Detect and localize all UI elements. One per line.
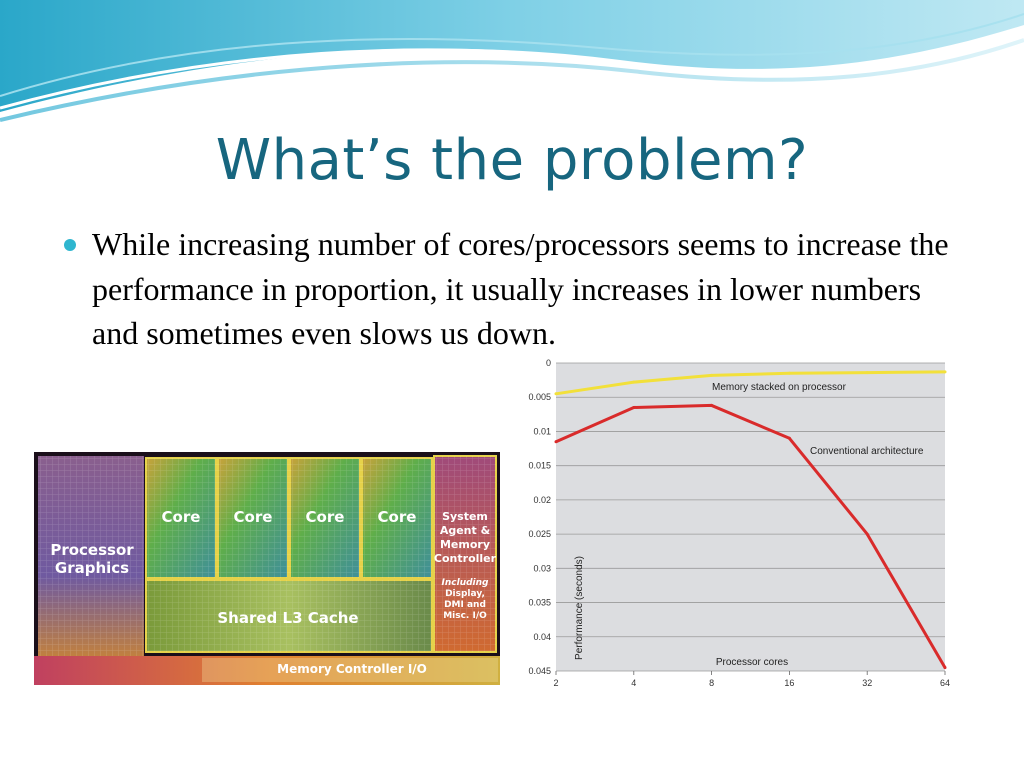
chart-series-label-2: Conventional architecture [810,446,924,457]
chart-x-tick-label: 2 [553,678,558,688]
chart-point [632,405,636,409]
bullet-text: While increasing number of cores/process… [92,226,949,351]
die-label-system-1: System [442,510,488,523]
chart-point [554,392,558,396]
die-note-1: Including [442,578,490,588]
chart-point [787,436,791,440]
chart-series-line-1 [555,370,946,396]
chart-y-tick-label: 0.005 [528,392,551,402]
chart-x-axis-label: Processor cores [716,657,788,668]
performance-chart-panel: 0 0.005 0.01 0.015 0.02 0.025 0.03 0.035 0.04 0.0… [512,356,960,718]
chart-series-label-1: Memory stacked on processor [712,382,847,393]
chart-y-tick-label: 0.025 [528,529,551,539]
chart-x-tick-label: 16 [784,678,794,688]
performance-chart: 0 0.005 0.01 0.015 0.02 0.025 0.03 0.035 0.04 0.0… [528,358,950,688]
die-label-system-4: Controller [434,552,497,565]
slide-title: What’s the problem? [215,128,809,193]
chart-y-axis-label: Performance (seconds) [574,556,585,660]
die-label-graphics-2: Graphics [55,559,129,577]
chart-point [710,373,714,377]
chart-plot-area [556,363,945,671]
chart-x-tick-label: 8 [709,678,714,688]
chart-x-tick-label: 32 [862,678,872,688]
memory-io-region [34,656,500,685]
chart-y-tick-label: 0.01 [533,426,551,436]
chart-x-tick-label: 64 [940,678,950,688]
chart-y-tick-label: 0.04 [533,632,551,642]
chart-y-tick-label: 0.02 [533,495,551,505]
die-label-core-1: Core [162,508,201,526]
die-label-l3: Shared L3 Cache [217,609,358,627]
chart-point [865,532,869,536]
die-label-core-2: Core [234,508,273,526]
chart-point [710,403,714,407]
die-label-system-3: Memory [440,538,490,551]
chart-series-line-2 [555,403,947,669]
chart-y-tick-label: 0 [546,358,551,368]
chart-y-tick-label: 0.03 [533,563,551,573]
die-label-core-3: Core [306,508,345,526]
chart-y-tick-label: 0.045 [528,666,551,676]
die-label-system-2: Agent & [440,524,491,537]
chart-point [554,440,558,444]
processor-die-image: Processor Graphics Core Core Core Core S… [34,452,500,685]
die-note-2: Display, [445,589,485,599]
chart-y-tick-label: 0.015 [528,461,551,471]
die-label-graphics-1: Processor [50,541,134,559]
chart-point [943,370,947,374]
chart-x-tick-label: 4 [631,678,636,688]
die-label-memory-io: Memory Controller I/O [277,662,427,676]
die-label-core-4: Core [378,508,417,526]
die-note-4: Misc. I/O [443,611,487,621]
header-wave-decoration [0,0,1024,122]
chart-point [865,371,869,375]
die-note-3: DMI and [444,600,486,610]
bullet-icon [64,239,76,251]
chart-y-tick-label: 0.035 [528,598,551,608]
chart-point [632,380,636,384]
chart-point [943,666,947,670]
chart-point [787,371,791,375]
